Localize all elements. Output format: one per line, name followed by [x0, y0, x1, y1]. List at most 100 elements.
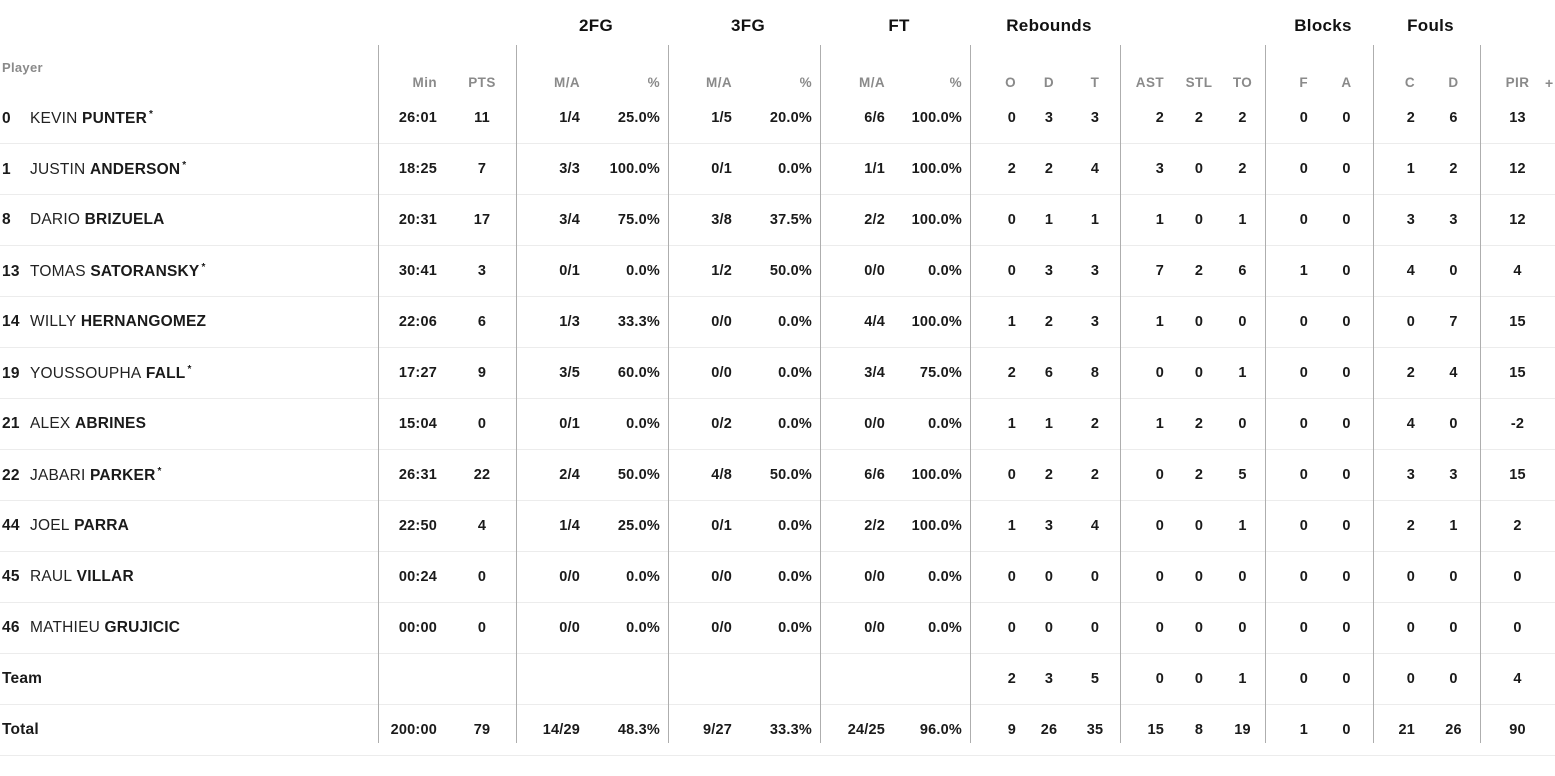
blocks-for-cell: 0 [1299, 212, 1308, 228]
header-pir[interactable]: PIR [1505, 75, 1530, 90]
starter-marker: * [148, 108, 154, 120]
blocks-for-cell: 0 [1299, 518, 1308, 534]
blocks-for-cell: 0 [1299, 620, 1308, 636]
starter-marker: * [182, 159, 187, 171]
pts-cell: 7 [477, 161, 487, 177]
3fg-percent-cell: 0.0% [778, 365, 812, 381]
min-cell: 18:25 [398, 161, 437, 177]
assists-cell: 3 [1155, 161, 1164, 177]
header-2fg-pct: % [647, 75, 660, 90]
pts-cell: 22 [473, 467, 491, 483]
player-last-name: BRIZUELA [84, 211, 165, 228]
jersey-number: 13 [2, 262, 20, 280]
pir-cell: 15 [1509, 365, 1526, 381]
offensive-rebounds-cell: 0 [1007, 110, 1016, 126]
min-cell: 22:50 [398, 518, 437, 534]
pir-cell: 4 [1513, 263, 1522, 279]
total-rebounds-cell: 0 [1090, 569, 1100, 585]
pir-cell: -2 [1510, 416, 1525, 432]
2fg-made-attempted-cell: 3/4 [559, 212, 580, 228]
3fg-made-attempted-cell: 0/2 [711, 416, 732, 432]
table-header: 2FG 3FG FT Rebounds Blocks Fouls Player … [0, 0, 1555, 93]
header-ft-pct: % [949, 75, 962, 90]
2fg-percent-cell: 0.0% [626, 620, 660, 636]
fouls-committed-cell: 4 [1406, 263, 1415, 279]
total-rebounds-cell: 8 [1090, 365, 1100, 381]
ft-percent-cell: 96.0% [919, 722, 962, 738]
header-foul-d: D [1448, 75, 1459, 90]
pir-cell: 4 [1513, 671, 1522, 687]
pts-cell: 3 [477, 263, 487, 279]
offensive-rebounds-cell: 9 [1007, 722, 1016, 738]
2fg-made-attempted-cell: 0/1 [559, 263, 580, 279]
pir-cell: 0 [1513, 569, 1522, 585]
offensive-rebounds-cell: 0 [1007, 212, 1016, 228]
offensive-rebounds-cell: 0 [1007, 263, 1016, 279]
player-row[interactable]: 0 KEVIN PUNTER * 26:01 11 1/4 25.0% 1/5 20… [0, 93, 1555, 144]
2fg-percent-cell: 33.3% [617, 314, 660, 330]
total-rebounds-cell: 2 [1090, 467, 1100, 483]
3fg-percent-cell: 0.0% [778, 161, 812, 177]
3fg-made-attempted-cell: 0/0 [711, 314, 732, 330]
blocks-for-cell: 0 [1299, 161, 1308, 177]
defensive-rebounds-cell: 3 [1044, 518, 1054, 534]
blocks-for-cell: 0 [1299, 467, 1308, 483]
defensive-rebounds-cell: 1 [1044, 416, 1054, 432]
player-last-name: ANDERSON [89, 160, 181, 178]
blocks-against-cell: 0 [1342, 314, 1351, 330]
ft-percent-cell: 100.0% [911, 467, 962, 483]
fouls-committed-cell: 21 [1398, 722, 1415, 738]
defensive-rebounds-cell: 6 [1044, 365, 1054, 381]
header-3fg-ma: M/A [706, 75, 732, 90]
min-cell: 26:01 [398, 110, 437, 126]
player-name-cell: Total* [0, 721, 378, 739]
jersey-number: 21 [2, 415, 20, 432]
player-first-name: ALEX [30, 415, 71, 432]
player-row[interactable]: 19 YOUSSOUPHA FALL * 17:27 9 3/5 60.0% 0/0… [0, 348, 1555, 399]
header-min: Min [412, 75, 437, 90]
2fg-percent-cell: 25.0% [617, 110, 660, 126]
assists-cell: 1 [1155, 212, 1164, 228]
column-divider [516, 45, 517, 743]
sort-icon[interactable]: + [1545, 75, 1554, 91]
ft-percent-cell: 100.0% [911, 161, 962, 177]
pts-cell: 4 [477, 518, 487, 534]
blocks-against-cell: 0 [1342, 569, 1351, 585]
blocks-for-cell: 0 [1299, 671, 1308, 687]
blocks-against-cell: 0 [1342, 722, 1351, 738]
starter-marker: * [187, 363, 192, 375]
blocks-against-cell: 0 [1342, 671, 1351, 687]
defensive-rebounds-cell: 0 [1044, 620, 1054, 636]
ft-percent-cell: 75.0% [919, 365, 962, 381]
offensive-rebounds-cell: 1 [1007, 314, 1016, 330]
turnovers-cell: 0 [1238, 620, 1247, 636]
player-first-name: RAUL [30, 568, 73, 585]
player-first-name: YOUSSOUPHA [30, 364, 142, 382]
header-to: TO [1232, 75, 1253, 90]
min-cell: 17:27 [398, 365, 437, 381]
player-row[interactable]: 1 JUSTIN ANDERSON * 18:25 7 3/3 100.0% 0/1… [0, 144, 1555, 195]
player-row[interactable]: 13 TOMAS SATORANSKY * 30:41 3 0/1 0.0% 1/2… [0, 246, 1555, 297]
steals-cell: 0 [1194, 212, 1204, 228]
2fg-made-attempted-cell: 3/3 [559, 161, 580, 177]
2fg-percent-cell: 50.0% [617, 467, 660, 483]
column-divider [970, 45, 971, 743]
group-header-3fg: 3FG [731, 16, 765, 35]
box-score-table: 2FG 3FG FT Rebounds Blocks Fouls Player … [0, 0, 1555, 756]
3fg-percent-cell: 50.0% [769, 263, 812, 279]
player-first-name: KEVIN [30, 109, 78, 127]
fouls-drawn-cell: 0 [1449, 620, 1458, 636]
2fg-made-attempted-cell: 0/0 [559, 620, 580, 636]
jersey-number: 1 [2, 160, 11, 178]
fouls-committed-cell: 3 [1406, 467, 1415, 483]
min-cell: 20:31 [398, 212, 437, 228]
3fg-made-attempted-cell: 0/1 [711, 161, 732, 177]
player-row[interactable]: 22 JABARI PARKER * 26:31 22 2/4 50.0% 4/8 … [0, 450, 1555, 501]
fouls-committed-cell: 0 [1406, 314, 1415, 330]
